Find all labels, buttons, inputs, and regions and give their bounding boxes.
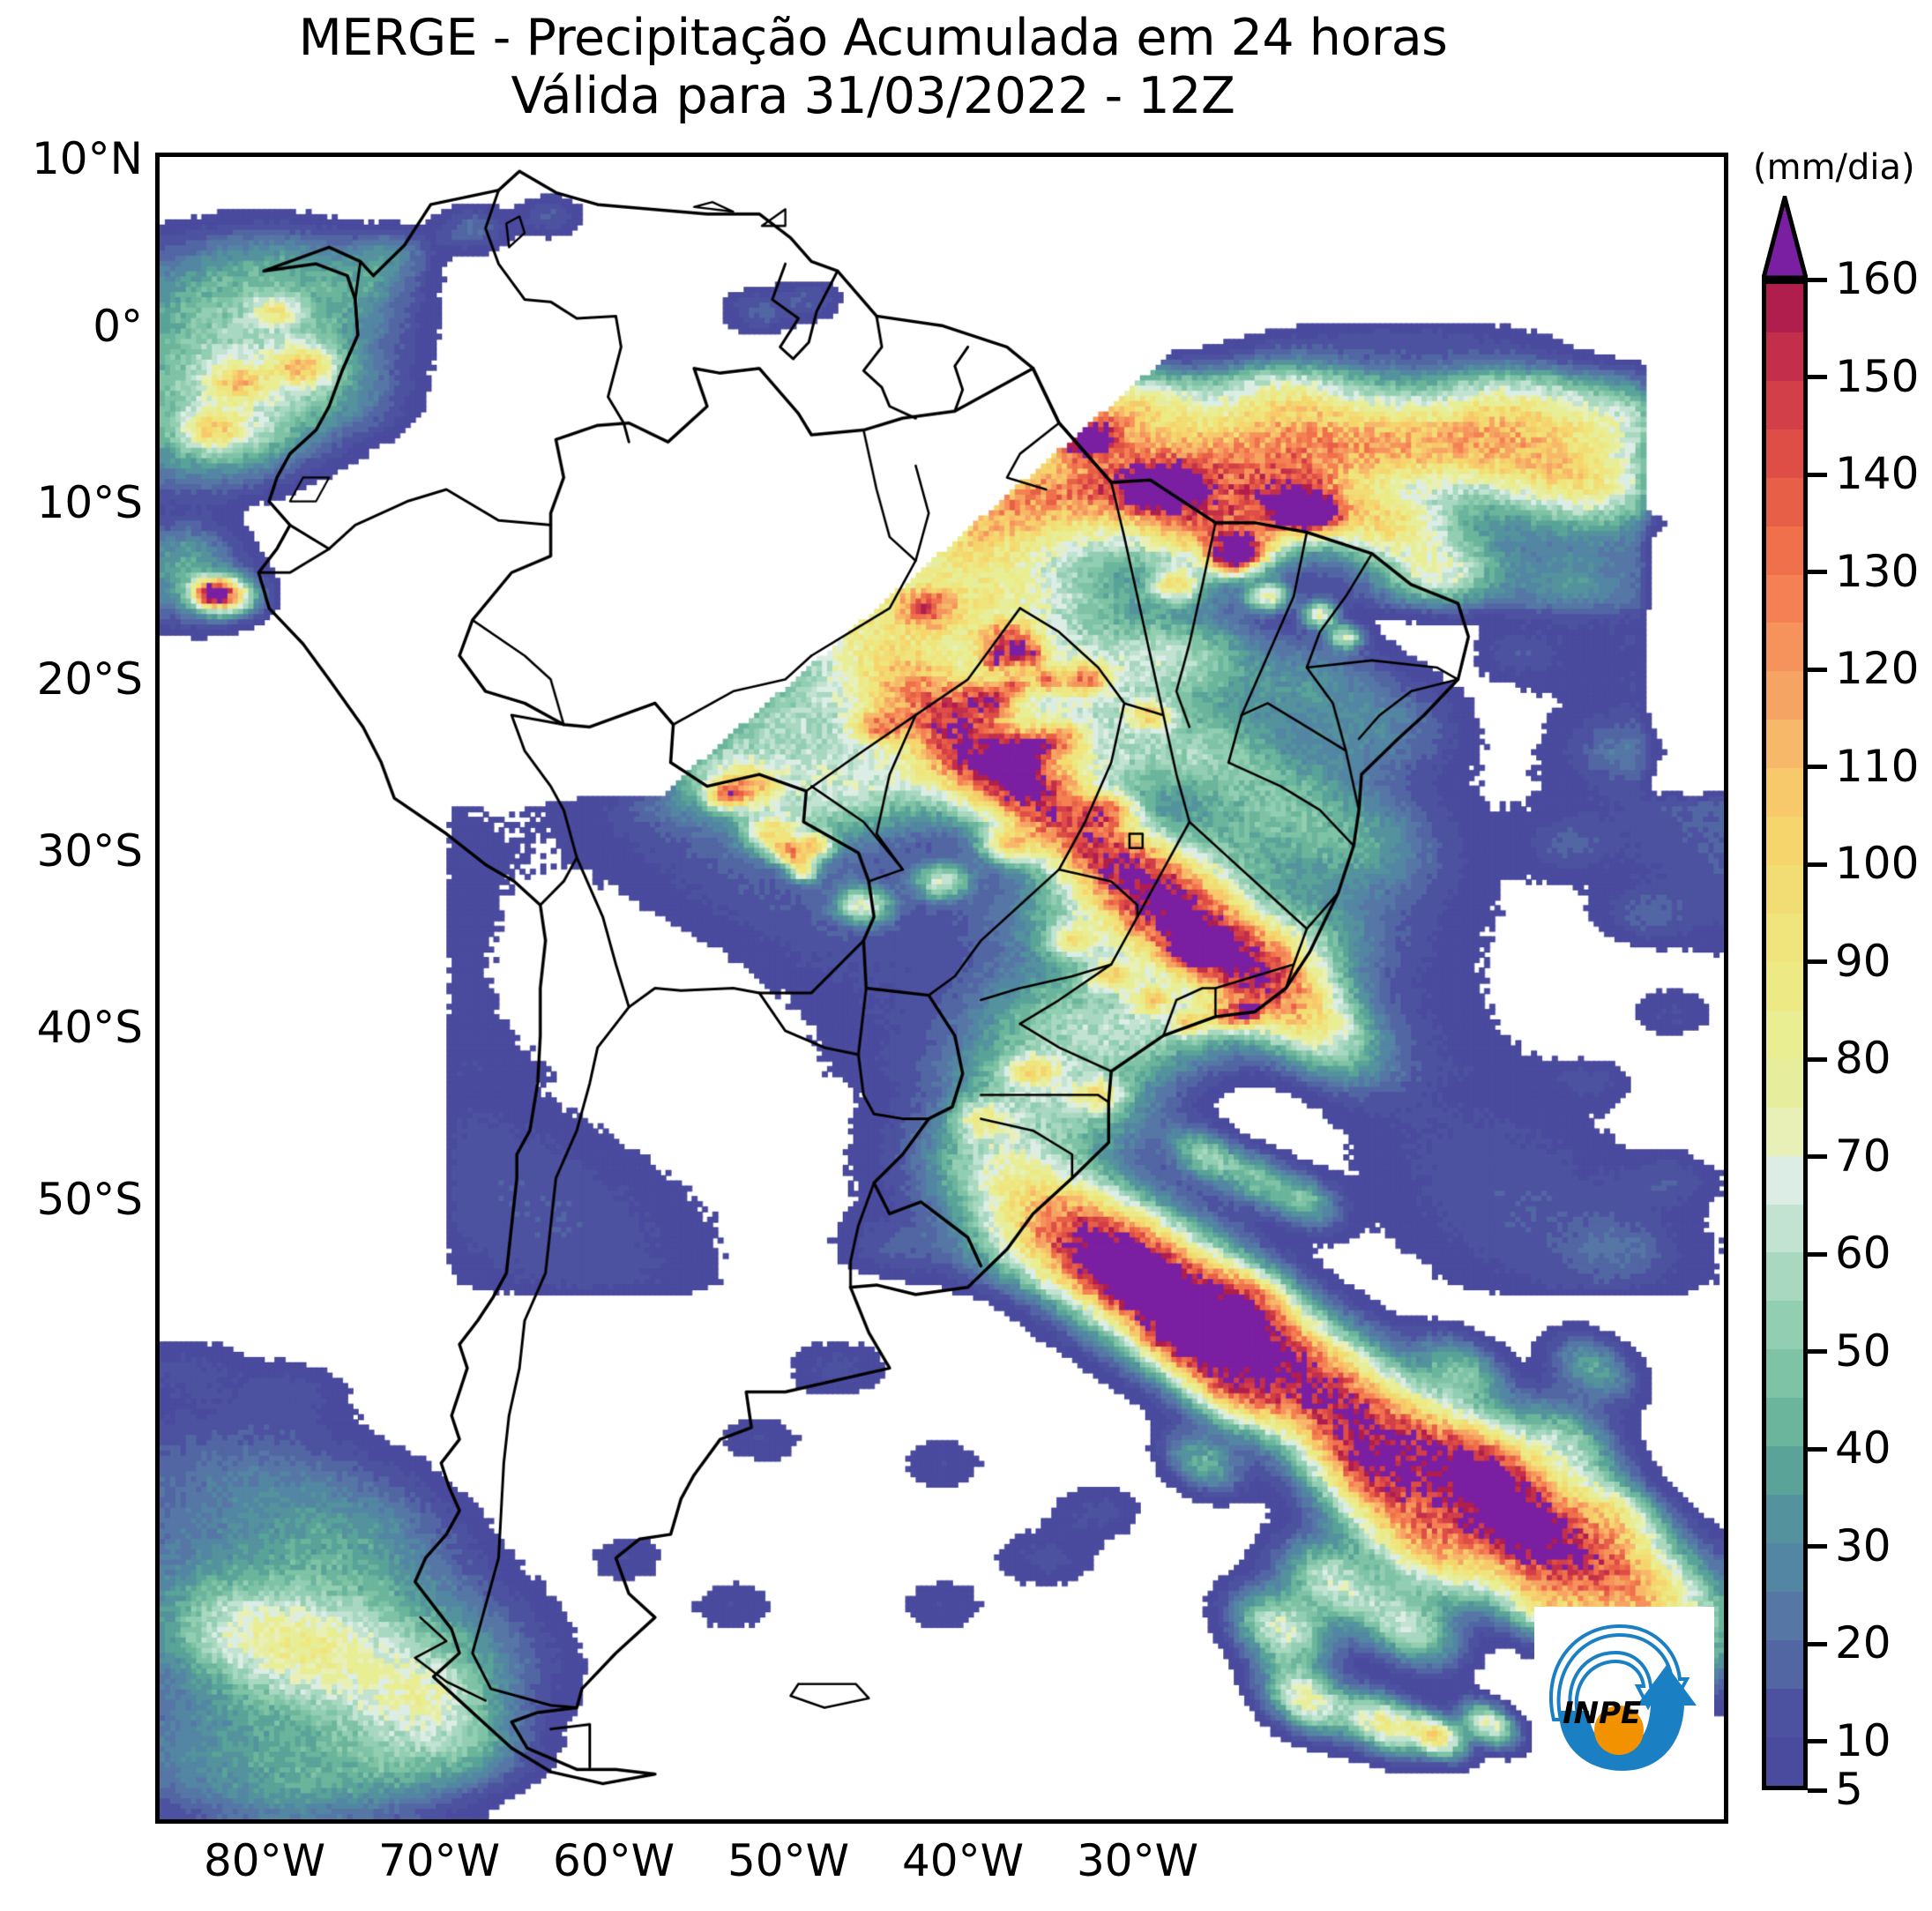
logo-outer-arc bbox=[1548, 1624, 1690, 1721]
colorbar-tick-label: 100 bbox=[1835, 838, 1920, 890]
colorbar-tick bbox=[1808, 667, 1827, 672]
colorbar-segment bbox=[1766, 1542, 1803, 1592]
colorbar-tick bbox=[1808, 1349, 1827, 1355]
colorbar-tick bbox=[1808, 765, 1827, 770]
colorbar-segment bbox=[1766, 574, 1803, 623]
colorbar-segment bbox=[1766, 961, 1803, 1011]
colorbar-tick-label: 130 bbox=[1835, 545, 1920, 597]
x-axis-tick-label: 30°W bbox=[1076, 1835, 1199, 1886]
colorbar-segment bbox=[1766, 380, 1803, 429]
colorbar-tick bbox=[1808, 1446, 1827, 1452]
inpe-logo-mark: INPE bbox=[1548, 1624, 1697, 1771]
colorbar-segment bbox=[1766, 768, 1803, 817]
colorbar-tick-label: 60 bbox=[1835, 1228, 1891, 1280]
colorbar-tick-label: 90 bbox=[1835, 935, 1891, 987]
colorbar-tick bbox=[1808, 570, 1827, 575]
colorbar-tick-label: 140 bbox=[1835, 448, 1920, 500]
x-axis-tick-label: 40°W bbox=[901, 1835, 1025, 1886]
colorbar-tick bbox=[1808, 1154, 1827, 1160]
colorbar-tick-label: 150 bbox=[1835, 350, 1920, 402]
y-axis-tick-label: 30°S bbox=[36, 825, 143, 877]
y-axis-tick-label: 10°N bbox=[31, 133, 143, 184]
colorbar-segment bbox=[1766, 720, 1803, 769]
colorbar-segment bbox=[1766, 1301, 1803, 1350]
colorbar-segment bbox=[1766, 1107, 1803, 1156]
colorbar-segment bbox=[1766, 284, 1803, 332]
colorbar: (mm/dia) 5 10 20 30 40 50 60 70 80 90 100 110 120 130… bbox=[1753, 150, 1932, 1811]
colorbar-tick-label: 10 bbox=[1835, 1714, 1891, 1766]
colorbar-segment bbox=[1766, 1495, 1803, 1543]
colorbar-segment bbox=[1766, 1010, 1803, 1059]
colorbar-segment bbox=[1766, 1398, 1803, 1447]
colorbar-segment bbox=[1766, 1058, 1803, 1108]
colorbar-segment bbox=[1766, 429, 1803, 478]
colorbar-tick bbox=[1808, 277, 1827, 282]
chart-title-line1: MERGE - Precipitação Acumulada em 24 hor… bbox=[298, 9, 1448, 67]
x-axis-tick-label: 60°W bbox=[552, 1835, 675, 1886]
colorbar-segment bbox=[1766, 477, 1803, 526]
colorbar-segment bbox=[1766, 817, 1803, 866]
map-plot-area bbox=[155, 153, 1728, 1824]
precipitation-heatmap bbox=[160, 157, 1724, 1819]
x-axis-tick-label: 70°W bbox=[377, 1835, 501, 1886]
colorbar-segment bbox=[1766, 623, 1803, 672]
colorbar-segment bbox=[1766, 1204, 1803, 1253]
colorbar-tick-label: 120 bbox=[1835, 643, 1920, 695]
x-axis-tick-label: 50°W bbox=[727, 1835, 850, 1886]
colorbar-tick bbox=[1808, 1739, 1827, 1744]
colorbar-tick-label: 5 bbox=[1835, 1764, 1863, 1815]
colorbar-tick bbox=[1808, 472, 1827, 477]
colorbar-tick bbox=[1808, 1788, 1827, 1793]
colorbar-segment bbox=[1766, 1688, 1803, 1737]
colorbar-tick-label: 160 bbox=[1835, 253, 1920, 304]
colorbar-tick bbox=[1808, 959, 1827, 965]
y-axis-tick-label: 20°S bbox=[36, 653, 143, 705]
logo-orange-dot-icon bbox=[1594, 1706, 1644, 1755]
colorbar-segment bbox=[1766, 1591, 1803, 1640]
colorbar-segment bbox=[1766, 526, 1803, 575]
colorbar-gradient bbox=[1762, 280, 1808, 1790]
colorbar-tick-label: 110 bbox=[1835, 740, 1920, 792]
colorbar-segment bbox=[1766, 671, 1803, 720]
colorbar-segment bbox=[1766, 913, 1803, 962]
inpe-logo: INPE bbox=[1534, 1607, 1714, 1780]
colorbar-tick bbox=[1808, 1056, 1827, 1062]
colorbar-segment bbox=[1766, 1252, 1803, 1302]
colorbar-tick bbox=[1808, 1251, 1827, 1257]
chart-title: MERGE - Precipitação Acumulada em 24 hor… bbox=[0, 9, 1746, 125]
colorbar-segment bbox=[1766, 1446, 1803, 1496]
colorbar-tick bbox=[1808, 1544, 1827, 1549]
y-axis-tick-label: 0° bbox=[93, 301, 143, 352]
colorbar-tick-label: 70 bbox=[1835, 1130, 1891, 1182]
colorbar-extend-arrow-icon bbox=[1762, 196, 1808, 280]
colorbar-tick-label: 80 bbox=[1835, 1033, 1891, 1085]
colorbar-segment bbox=[1766, 1639, 1803, 1689]
chart-title-line2: Válida para 31/03/2022 - 12Z bbox=[511, 67, 1235, 125]
colorbar-segment bbox=[1766, 332, 1803, 381]
x-axis-tick-label: 80°W bbox=[203, 1835, 326, 1886]
y-axis-tick-label: 40°S bbox=[36, 1002, 143, 1053]
y-axis-tick-label: 50°S bbox=[36, 1174, 143, 1225]
colorbar-tick bbox=[1808, 375, 1827, 380]
colorbar-segment bbox=[1766, 1349, 1803, 1399]
logo-wordmark: INPE bbox=[1563, 1696, 1641, 1731]
colorbar-tick-label: 40 bbox=[1835, 1422, 1891, 1474]
colorbar-tick-label: 50 bbox=[1835, 1325, 1891, 1377]
colorbar-units-label: (mm/dia) bbox=[1753, 147, 1915, 188]
colorbar-segment bbox=[1766, 865, 1803, 914]
colorbar-tick bbox=[1808, 1641, 1827, 1646]
y-axis-tick-label: 10°S bbox=[36, 477, 143, 528]
logo-swoosh-arrow-icon bbox=[1559, 1665, 1697, 1771]
colorbar-tick-label: 20 bbox=[1835, 1617, 1891, 1669]
colorbar-tick bbox=[1808, 862, 1827, 867]
colorbar-tick-label: 30 bbox=[1835, 1519, 1891, 1571]
colorbar-segment bbox=[1766, 1736, 1803, 1786]
colorbar-segment bbox=[1766, 1155, 1803, 1205]
